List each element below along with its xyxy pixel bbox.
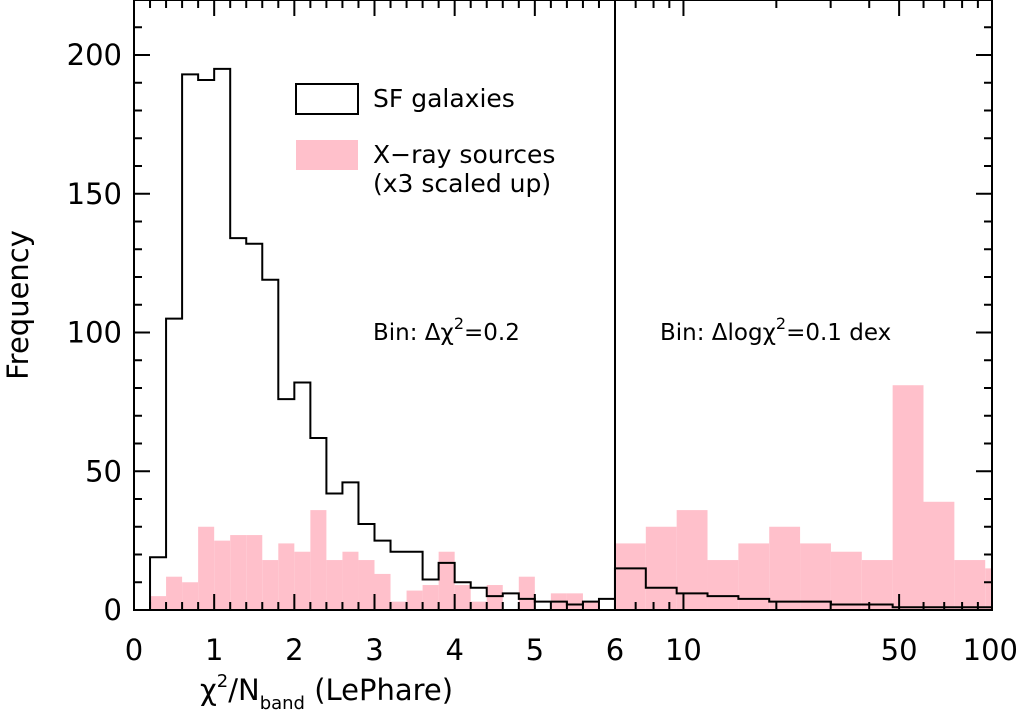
xray-bar [374,573,391,610]
xray-bar [566,593,583,610]
y-tick-label: 50 [85,454,122,488]
xray-bar [769,526,801,610]
xray-bar [294,551,311,610]
xray-bar [738,543,770,610]
xray-bar [830,551,862,610]
right-sf-step-line [613,567,992,610]
xray-bar [214,540,231,610]
xray-bar [800,543,831,610]
xray-bar [342,551,359,610]
legend-sf-swatch [295,83,359,115]
x-tick-label: 0 [125,633,143,667]
xray-bar [166,576,183,610]
x-tick-label: 50 [881,633,918,667]
left-x-tick-labels: 0 1 2 3 4 5 6 [125,633,624,667]
axis-ticks [133,0,993,611]
xray-bar [470,601,487,610]
x-tick-label: 2 [285,633,303,667]
xray-bar [326,560,343,610]
x-tick-label: 1 [205,633,223,667]
xray-bar [518,576,535,610]
xray-bar [614,543,646,610]
xray-bar [923,501,955,610]
xray-bar [985,568,992,610]
xray-bar [892,385,924,610]
x-tick-label: 10 [665,633,702,667]
xray-bar [954,560,986,610]
xray-bar [310,510,327,610]
xray-bar [861,560,893,610]
left-sf-step-line [149,67,615,610]
xray-bar [676,510,708,610]
xray-bar [246,535,263,610]
right-x-tick-labels: 10 50 100 [665,633,1018,667]
x-tick-label: 100 [963,633,1018,667]
xray-bar [438,551,455,610]
xray-bar [390,601,407,610]
xray-bar [230,535,247,610]
x-axis-title: χ2/Nband (LePhare) [200,671,453,713]
xray-bar [150,596,167,610]
y-tick-labels: 0 50 100 150 200 [67,38,122,627]
right-bin-note: Bin: Δlogχ2=0.1 dex [660,314,891,346]
xray-bar [182,582,199,610]
xray-bar [486,585,503,610]
x-tick-label: 4 [445,633,463,667]
legend-xray-label-line1: X−ray sources [373,140,555,169]
x-tick-label: 5 [526,633,544,667]
x-tick-label: 6 [606,633,624,667]
y-tick-label: 200 [67,38,122,72]
left-bin-note: Bin: Δχ2=0.2 [373,314,520,346]
legend-xray-label-line2: (x3 scaled up) [373,169,551,198]
legend-xray-swatch [296,140,358,170]
xray-bar [406,590,423,610]
xray-bar [198,526,215,610]
xray-bar [645,526,677,610]
left-xray-fill [150,510,599,610]
y-tick-label: 100 [67,316,122,350]
xray-bar [707,560,739,610]
y-tick-label: 150 [67,177,122,211]
x-tick-label: 3 [365,633,383,667]
legend-sf-label: SF galaxies [373,84,515,113]
y-axis-title: Frequency [1,230,35,380]
xray-bar [262,560,279,610]
xray-bar [422,585,439,610]
xray-bar [582,601,599,610]
right-xray-fill [614,385,992,610]
y-tick-label: 0 [104,593,122,627]
xray-bar [358,560,375,610]
xray-bar [454,585,471,610]
xray-bar [278,543,295,610]
